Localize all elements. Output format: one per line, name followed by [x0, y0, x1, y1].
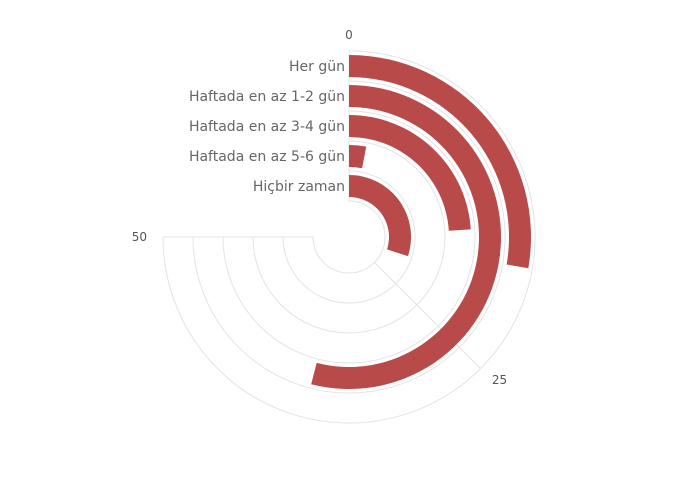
bar-3 — [349, 115, 471, 231]
grid-layer — [162, 50, 536, 424]
grid-spoke — [374, 262, 481, 369]
bar-4 — [349, 145, 367, 169]
label-layer: Her gün Haftada en az 1-2 gün Haftada en a… — [132, 28, 507, 387]
bar-layer — [311, 55, 531, 389]
category-label: Haftada en az 3-4 gün — [189, 119, 345, 135]
category-label: Haftada en az 1-2 gün — [189, 89, 345, 105]
angle-tick-label: 0 — [345, 28, 353, 42]
category-label: Haftada en az 5-6 gün — [189, 149, 345, 165]
angle-tick-label: 50 — [132, 230, 147, 244]
grid-ring — [312, 200, 386, 274]
category-label: Her gün — [289, 59, 345, 75]
bar-5 — [349, 175, 412, 257]
bar-1 — [349, 55, 531, 269]
angle-tick-label: 25 — [492, 373, 507, 387]
category-label: Hiçbir zaman — [253, 179, 345, 195]
